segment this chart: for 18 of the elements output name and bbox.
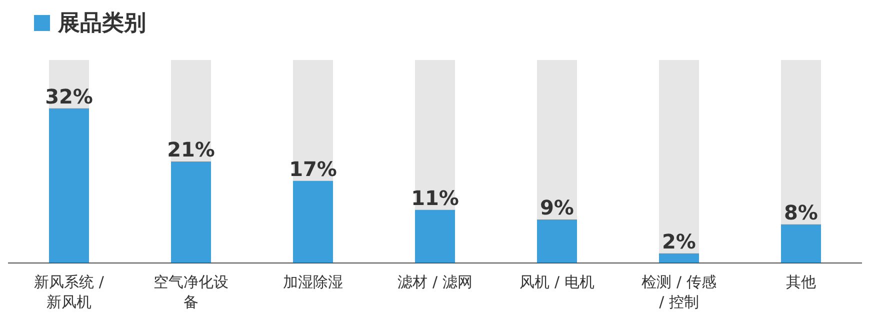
bar — [659, 253, 699, 263]
x-tick-label: 空气净化设备 — [154, 273, 228, 311]
x-tick-label: 风机 / 电机 — [520, 273, 594, 291]
x-tick-label: 其他 — [786, 273, 816, 291]
x-tick-label: 加湿除湿 — [283, 273, 343, 291]
data-label: 11% — [411, 186, 459, 210]
bar — [781, 224, 821, 263]
data-label: 2% — [662, 229, 696, 254]
chart-title: 展品类别 — [58, 10, 146, 38]
data-label: 17% — [289, 156, 337, 181]
x-tick-label: 滤材 / 滤网 — [398, 273, 472, 291]
data-label: 21% — [167, 138, 215, 162]
data-label: 32% — [45, 84, 93, 108]
x-tick-label: 新风系统 / 新风机 — [34, 273, 105, 311]
bar — [537, 220, 577, 263]
x-tick-label: 检测 / 传感 / 控制 — [642, 273, 716, 311]
data-label: 8% — [784, 200, 818, 224]
data-label: 9% — [540, 196, 574, 220]
